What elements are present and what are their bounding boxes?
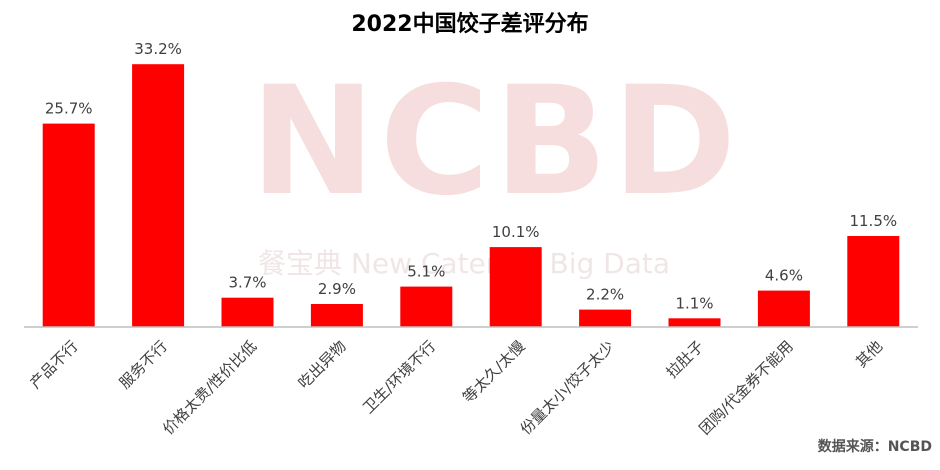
category-label-5: 卫生/环境不行 <box>359 337 439 417</box>
data-label-8: 1.1% <box>675 294 713 312</box>
bar-9 <box>757 290 810 327</box>
watermark-subtitle: 餐宝典 New Catering Big Data <box>258 247 671 280</box>
bar-1 <box>42 123 95 327</box>
data-label-1: 25.7% <box>45 100 93 118</box>
category-label-8: 拉肚子 <box>663 337 708 382</box>
category-label-6: 等太久/太慢 <box>459 337 528 406</box>
data-label-9: 4.6% <box>765 267 803 285</box>
category-label-2: 服务不行 <box>116 337 171 392</box>
data-label-2: 33.2% <box>134 40 182 58</box>
bar-7 <box>579 309 632 327</box>
category-label-1: 产品不行 <box>26 337 81 392</box>
source-note: 数据来源：NCBD <box>817 439 932 455</box>
category-label-4: 吃出异物 <box>295 337 350 392</box>
chart-title: 2022中国饺子差评分布 <box>351 12 589 37</box>
bar-4 <box>310 304 363 327</box>
bar-10 <box>847 236 900 327</box>
watermark-logo: NCBD <box>250 55 741 229</box>
data-label-4: 2.9% <box>318 280 356 298</box>
bar-2 <box>132 64 185 327</box>
data-label-3: 3.7% <box>228 274 266 292</box>
category-label-10: 其他 <box>852 337 886 371</box>
data-label-5: 5.1% <box>407 263 445 281</box>
data-label-7: 2.2% <box>586 286 624 304</box>
category-label-9: 团购/代金券不能用 <box>696 337 797 438</box>
data-label-6: 10.1% <box>492 223 540 241</box>
category-label-3: 价格太贵/性价比低 <box>159 337 260 438</box>
bar-8 <box>668 318 721 327</box>
bar-6 <box>489 247 542 327</box>
category-label-7: 份量太小/饺子太少 <box>517 337 618 438</box>
bar-5 <box>400 286 453 327</box>
data-label-10: 11.5% <box>849 212 897 230</box>
bar-3 <box>221 297 274 327</box>
